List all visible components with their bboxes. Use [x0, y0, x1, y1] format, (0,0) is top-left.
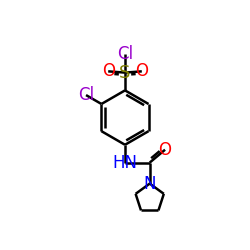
Text: Cl: Cl — [117, 45, 133, 63]
Text: N: N — [144, 174, 156, 192]
Text: Cl: Cl — [78, 86, 94, 104]
Text: O: O — [102, 62, 115, 80]
Text: O: O — [135, 62, 148, 80]
Text: HN: HN — [112, 154, 138, 172]
Text: S: S — [119, 64, 131, 82]
Text: O: O — [158, 141, 172, 159]
